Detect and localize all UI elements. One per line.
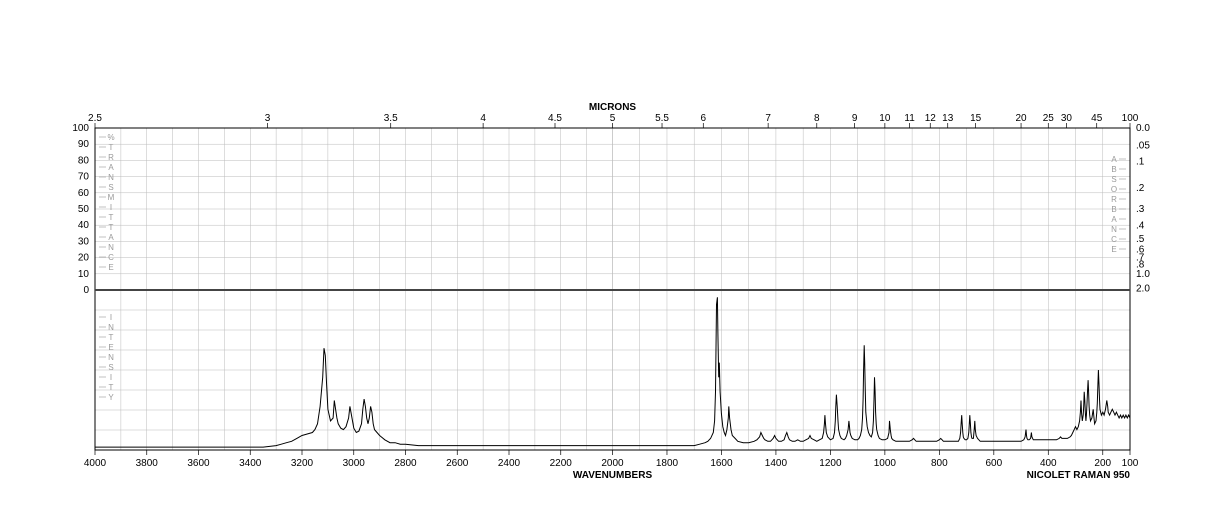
abs-tick-label: .1 [1136,156,1145,167]
wn-tick-label: 2400 [498,458,521,469]
abs-tick-label: .3 [1136,204,1145,215]
micron-tick-label: 8 [814,113,820,124]
micron-tick-label: 10 [879,113,891,124]
intensity-letter: T [109,333,114,342]
wn-tick-label: 2200 [550,458,573,469]
absorbance-letter: O [1111,185,1117,194]
pct-tick-label: 0 [83,285,89,296]
absorbance-letter: E [1111,245,1116,254]
micron-tick-label: 3 [265,113,271,124]
absorbance-letter: R [1111,195,1117,204]
wn-tick-label: 3400 [239,458,262,469]
wn-tick-label: 100 [1122,458,1139,469]
micron-tick-label: 25 [1043,113,1055,124]
transmittance-letter: A [108,163,114,172]
intensity-letter: I [110,373,112,382]
pct-tick-label: 10 [78,269,90,280]
transmittance-letter: I [110,203,112,212]
abs-tick-label: .5 [1136,234,1145,245]
transmittance-letter: T [109,213,114,222]
abs-tick-label: .2 [1136,183,1145,194]
spectrum-chart: MICRONS2.533.544.555.5678910111213152025… [0,0,1224,528]
wavenumbers-title: WAVENUMBERS [573,470,653,481]
micron-tick-label: 15 [970,113,982,124]
micron-tick-label: 20 [1015,113,1027,124]
wn-tick-label: 2600 [446,458,469,469]
intensity-letter: Y [108,393,114,402]
transmittance-letter: T [109,143,114,152]
wn-tick-label: 400 [1040,458,1057,469]
intensity-letter: N [108,353,114,362]
pct-tick-label: 60 [78,188,90,199]
transmittance-letter: % [107,133,114,142]
transmittance-letter: T [109,223,114,232]
pct-tick-label: 70 [78,172,90,183]
micron-tick-label: 11 [904,113,915,124]
pct-tick-label: 80 [78,155,90,166]
chart-svg: MICRONS2.533.544.555.5678910111213152025… [0,0,1224,528]
wn-tick-label: 3800 [136,458,159,469]
micron-tick-label: 30 [1061,113,1073,124]
wn-tick-label: 4000 [84,458,107,469]
abs-tick-label: 1.0 [1136,269,1150,280]
wn-tick-label: 800 [931,458,948,469]
transmittance-letter: N [108,243,114,252]
pct-tick-label: 40 [78,220,90,231]
intensity-letter: E [108,343,113,352]
transmittance-letter: E [108,263,113,272]
intensity-letter: N [108,323,114,332]
wn-tick-label: 3200 [291,458,314,469]
abs-tick-label: 2.0 [1136,283,1150,294]
wn-tick-label: 2000 [601,458,624,469]
micron-tick-label: 45 [1091,113,1103,124]
transmittance-letter: R [108,153,114,162]
abs-tick-label: 0.0 [1136,123,1150,134]
pct-tick-label: 50 [78,204,90,215]
absorbance-letter: S [1111,175,1116,184]
wn-tick-label: 1400 [765,458,788,469]
microns-title: MICRONS [589,102,637,113]
wn-tick-label: 3000 [343,458,366,469]
transmittance-letter: S [108,183,113,192]
absorbance-letter: A [1111,155,1117,164]
micron-tick-label: 5.5 [655,113,669,124]
absorbance-letter: C [1111,235,1117,244]
pct-tick-label: 100 [72,123,89,134]
intensity-letter: T [109,383,114,392]
micron-tick-label: 4.5 [548,113,562,124]
transmittance-letter: A [108,233,114,242]
intensity-letter: I [110,313,112,322]
transmittance-letter: C [108,253,114,262]
wn-tick-label: 1800 [656,458,679,469]
wn-tick-label: 3600 [187,458,210,469]
transmittance-letter: M [108,193,115,202]
micron-tick-label: 13 [942,113,954,124]
absorbance-letter: B [1111,165,1116,174]
absorbance-letter: B [1111,205,1116,214]
wn-tick-label: 1200 [819,458,842,469]
micron-tick-label: 9 [852,113,858,124]
pct-tick-label: 20 [78,253,90,264]
micron-tick-label: 12 [925,113,937,124]
micron-tick-label: 7 [765,113,771,124]
wn-tick-label: 1600 [710,458,733,469]
instrument-label: NICOLET RAMAN 950 [1027,470,1131,481]
abs-tick-label: .05 [1136,141,1150,152]
pct-tick-label: 90 [78,139,90,150]
pct-tick-label: 30 [78,236,90,247]
micron-tick-label: 4 [480,113,486,124]
absorbance-letter: A [1111,215,1117,224]
intensity-letter: S [108,363,113,372]
micron-tick-label: 2.5 [88,113,102,124]
wn-tick-label: 200 [1094,458,1111,469]
wn-tick-label: 2800 [394,458,417,469]
micron-tick-label: 5 [610,113,616,124]
abs-tick-label: .4 [1136,221,1145,232]
micron-tick-label: 3.5 [384,113,398,124]
wn-tick-label: 600 [985,458,1002,469]
micron-tick-label: 6 [701,113,707,124]
wn-tick-label: 1000 [874,458,897,469]
transmittance-letter: N [108,173,114,182]
absorbance-letter: N [1111,225,1117,234]
